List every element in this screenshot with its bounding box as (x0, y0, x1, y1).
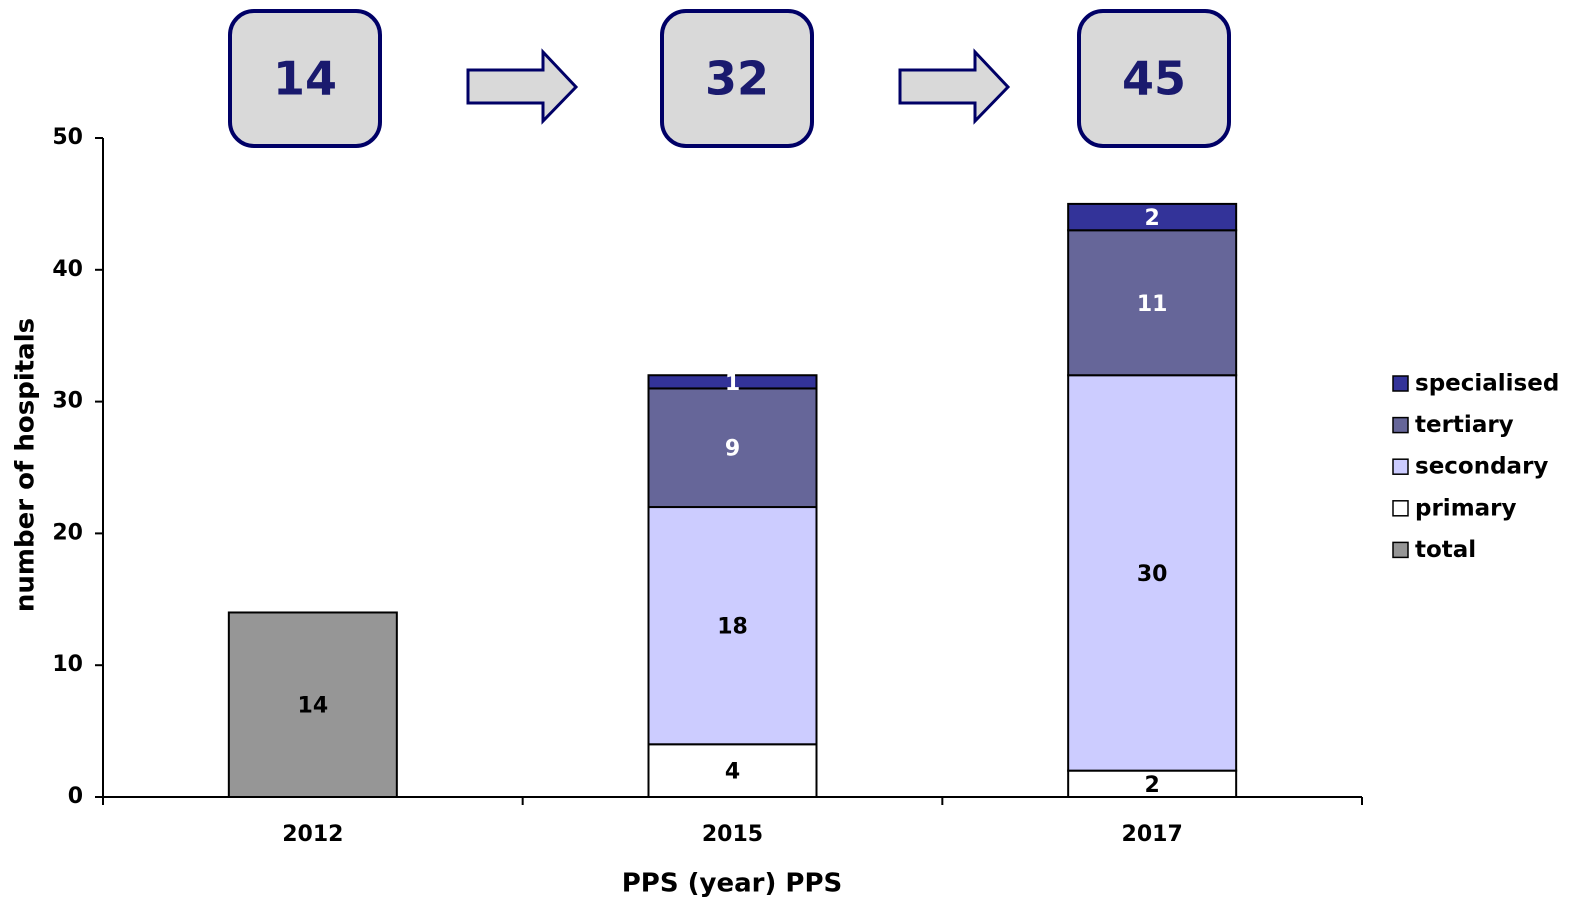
legend-swatch (1392, 500, 1409, 517)
data-label: 14 (298, 694, 329, 719)
bar-segment (647, 743, 818, 799)
y-tick-label: 10 (52, 652, 83, 677)
x-tick-label: 2015 (702, 822, 763, 847)
y-tick-label: 40 (52, 257, 83, 282)
data-label: 1 (725, 371, 740, 396)
x-axis-label: PPS (year) PPS (622, 869, 843, 899)
bar-segment (1067, 769, 1238, 799)
data-label: 18 (717, 615, 748, 640)
legend-swatch (1392, 416, 1409, 434)
x-tick-label: 2012 (282, 822, 343, 847)
bar-segment (1067, 229, 1238, 377)
total-box (228, 9, 382, 148)
y-tick-label: 50 (52, 125, 83, 150)
data-label: 30 (1137, 562, 1168, 587)
data-label: 4 (725, 760, 740, 785)
data-label: 2 (1145, 773, 1160, 798)
legend-label: tertiary (1415, 412, 1514, 438)
bar-segment (227, 611, 398, 798)
y-axis-label: number of hospitals (11, 318, 41, 612)
legend-label: secondary (1415, 454, 1548, 480)
total-box (660, 9, 814, 148)
legend-swatch (1392, 541, 1409, 559)
arrow (898, 48, 1011, 125)
y-tick-label: 20 (52, 520, 83, 545)
total-box-label: 45 (1122, 52, 1186, 106)
legend-label: specialised (1415, 371, 1559, 397)
data-label: 9 (725, 437, 740, 462)
legend-label: total (1415, 537, 1476, 563)
data-label: 11 (1137, 292, 1168, 317)
y-tick-label: 0 (68, 784, 83, 809)
flow-arrows (466, 48, 1011, 125)
total-box (1077, 9, 1231, 148)
x-tick-label: 2017 (1122, 822, 1183, 847)
arrow (466, 48, 579, 125)
data-label: 2 (1145, 206, 1160, 231)
y-tick-label: 30 (52, 389, 83, 414)
bar-segment (647, 387, 818, 509)
bar-segment (647, 374, 818, 390)
bar-segment (647, 506, 818, 746)
total-box-label: 32 (705, 52, 769, 106)
total-box-label: 14 (273, 52, 337, 106)
legend-swatch (1392, 458, 1409, 475)
legend-label: primary (1415, 495, 1517, 521)
legend-swatch (1392, 375, 1409, 392)
bar-segment (1067, 202, 1238, 232)
